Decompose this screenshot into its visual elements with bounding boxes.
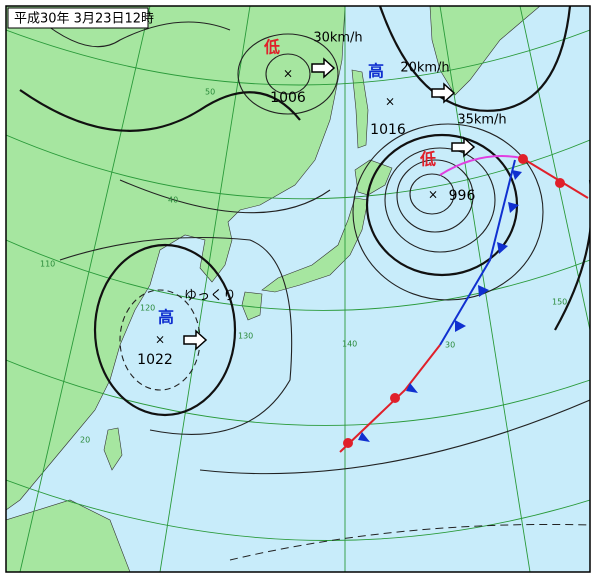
system-kind: 低 — [263, 38, 280, 57]
system-motion: 35km/h — [457, 113, 506, 128]
title-box — [7, 7, 149, 29]
latitude-label: 50 — [205, 88, 215, 97]
motion-arrow — [311, 57, 336, 79]
asia-mainland — [6, 6, 346, 511]
longitude-label: 150 — [552, 298, 567, 307]
system-motion: 30km/h — [313, 31, 362, 46]
longitude-label: 130 — [238, 332, 253, 341]
sw-china — [6, 499, 131, 572]
motion-arrow — [451, 136, 476, 158]
system-motion: 20km/h — [400, 61, 449, 76]
system-pressure: 1006 — [270, 90, 306, 106]
motion-arrow — [183, 329, 208, 351]
latitude-label: 40 — [168, 196, 178, 205]
longitude-label: 120 — [140, 304, 155, 313]
system-center: × — [385, 95, 395, 109]
isobars — [19, 6, 590, 561]
honshu — [261, 197, 369, 293]
system-center: × — [428, 188, 438, 202]
system-center: × — [155, 333, 165, 347]
graticule — [6, 6, 590, 572]
longitude-label: 140 — [342, 340, 357, 349]
system-kind: 高 — [158, 308, 174, 327]
system-pressure: 996 — [449, 188, 476, 204]
sakhalin — [351, 69, 369, 149]
latitude-label: 20 — [80, 436, 90, 445]
fronts — [339, 154, 589, 453]
system-pressure: 1022 — [137, 352, 173, 368]
map-border — [5, 5, 591, 573]
system-pressure: 1016 — [370, 122, 406, 138]
system-kind: 高 — [368, 62, 384, 81]
kyushu — [241, 291, 263, 321]
taiwan — [103, 427, 123, 471]
kamchatka — [429, 6, 541, 96]
motion-arrow — [431, 82, 456, 104]
system-kind: 低 — [419, 150, 436, 169]
system-motion: ゆっくり — [184, 289, 236, 304]
map-title: 平成30年 3月23日12時 — [14, 12, 154, 27]
system-center: × — [283, 67, 293, 81]
longitude-label: 110 — [40, 260, 55, 269]
latitude-label: 30 — [445, 341, 455, 350]
